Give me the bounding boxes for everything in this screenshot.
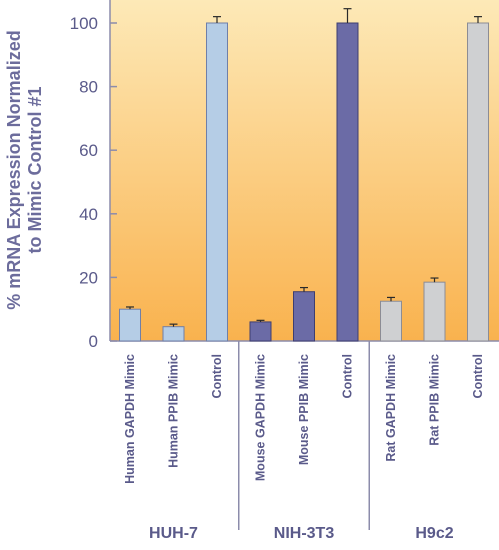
x-category-label: Rat GAPDH Mimic <box>384 354 398 462</box>
group-label: NIH-3T3 <box>274 525 335 542</box>
y-tick-label: 20 <box>79 268 98 287</box>
bar <box>206 22 228 342</box>
y-axis-title: % mRNA Expression Normalized to Mimic Co… <box>4 30 45 309</box>
x-category-label: Control <box>471 354 485 398</box>
bar <box>423 281 446 342</box>
bar <box>162 326 185 342</box>
group-label: H9c2 <box>415 525 453 542</box>
bar <box>119 308 141 342</box>
bar <box>336 22 359 342</box>
y-tick-label: 0 <box>89 332 98 351</box>
bar <box>467 22 489 342</box>
y-tick-label: 60 <box>79 141 98 160</box>
x-category-label: Control <box>210 354 224 398</box>
x-category-label: Mouse GAPDH Mimic <box>254 354 268 481</box>
y-tick-label: 100 <box>70 14 98 33</box>
y-axis-title-line-2: to Mimic Control #1 <box>25 86 45 253</box>
bar <box>293 291 315 342</box>
bar <box>249 321 272 342</box>
y-tick-label: 80 <box>79 78 98 97</box>
x-category-label: Mouse PPIB Mimic <box>297 354 311 465</box>
y-axis-title-line-1: % mRNA Expression Normalized <box>4 30 24 309</box>
x-category-label: Human PPIB Mimic <box>167 354 181 468</box>
x-category-label: Control <box>341 354 355 398</box>
bar <box>380 300 402 342</box>
x-category-label: Human GAPDH Mimic <box>123 354 137 484</box>
y-tick-label: 40 <box>79 205 98 224</box>
x-category-label: Rat PPIB Mimic <box>428 354 442 446</box>
group-label: HUH-7 <box>149 525 198 542</box>
